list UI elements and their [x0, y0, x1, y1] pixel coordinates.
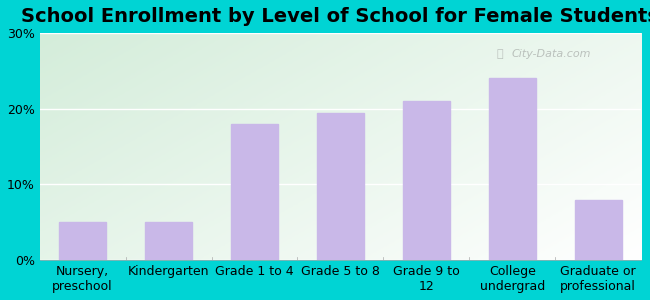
Title: School Enrollment by Level of School for Female Students: School Enrollment by Level of School for… [21, 7, 650, 26]
Text: ⓘ: ⓘ [497, 49, 503, 59]
Bar [489, 79, 536, 260]
Bar [317, 112, 364, 260]
Bar [231, 124, 278, 260]
Bar [403, 101, 450, 260]
Bar [145, 222, 192, 260]
Bar [59, 222, 106, 260]
Bar [575, 200, 622, 260]
Text: City-Data.com: City-Data.com [512, 49, 592, 59]
